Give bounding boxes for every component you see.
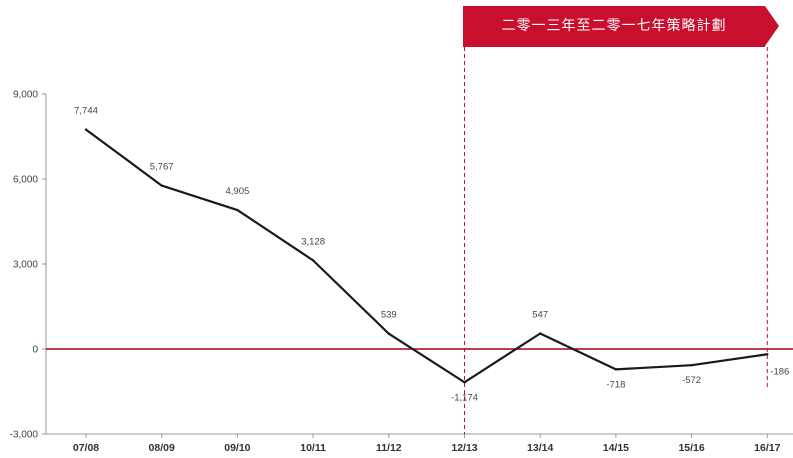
y-tick-label: 0 xyxy=(32,345,38,356)
data-point xyxy=(84,128,88,131)
y-tick-label: 6,000 xyxy=(13,175,38,186)
series xyxy=(84,128,769,384)
plan-banner-label: 二零一三年至二零一七年策略計劃 xyxy=(501,18,727,34)
data-label: -718 xyxy=(606,379,625,390)
data-label: -186 xyxy=(770,366,789,377)
data-point xyxy=(766,353,769,356)
x-tick-label: 07/08 xyxy=(73,442,99,454)
data-point xyxy=(463,381,466,384)
y-tick-label: 3,000 xyxy=(13,260,38,271)
x-tick-label: 11/12 xyxy=(376,442,402,454)
data-point xyxy=(539,332,542,335)
data-point xyxy=(236,208,239,212)
data-label: 3,128 xyxy=(301,236,325,247)
y-axis: 9,000 6,000 3,000 0 -3,000 xyxy=(10,90,47,441)
y-tick-label: -3,000 xyxy=(10,430,39,441)
data-label: -1,174 xyxy=(451,392,478,403)
data-label: 539 xyxy=(381,310,397,321)
data-point xyxy=(614,368,618,371)
x-tick-label: 12/13 xyxy=(451,442,477,454)
x-tick-label: 15/16 xyxy=(678,442,704,454)
x-tick-label: 08/09 xyxy=(149,442,175,454)
x-tick-label: 13/14 xyxy=(527,442,553,454)
data-labels: 7,744 5,767 4,905 3,128 539 -1,174 547 -718 -572… xyxy=(74,106,789,404)
data-point xyxy=(387,332,390,335)
x-tick-label: 14/15 xyxy=(603,442,629,454)
data-point xyxy=(690,364,693,367)
data-point xyxy=(160,184,163,187)
plan-banner xyxy=(463,6,765,47)
x-axis: 07/08 08/09 09/10 10/11 11/12 12/13 13/14 14/15… xyxy=(46,433,793,454)
x-tick-label: 16/17 xyxy=(754,442,780,454)
y-tick-label: 9,000 xyxy=(13,90,38,101)
x-tick-label: 10/11 xyxy=(300,442,326,454)
data-label: 7,744 xyxy=(74,106,98,117)
x-tick-label: 09/10 xyxy=(224,442,250,454)
data-label: -572 xyxy=(682,375,701,386)
plan-banner-arrow xyxy=(765,6,779,46)
data-label: 4,905 xyxy=(226,186,250,197)
plan-period-markers xyxy=(464,47,768,434)
series-line xyxy=(85,128,768,384)
data-point xyxy=(311,259,315,262)
data-label: 547 xyxy=(532,310,548,321)
data-label: 5,767 xyxy=(150,162,174,173)
